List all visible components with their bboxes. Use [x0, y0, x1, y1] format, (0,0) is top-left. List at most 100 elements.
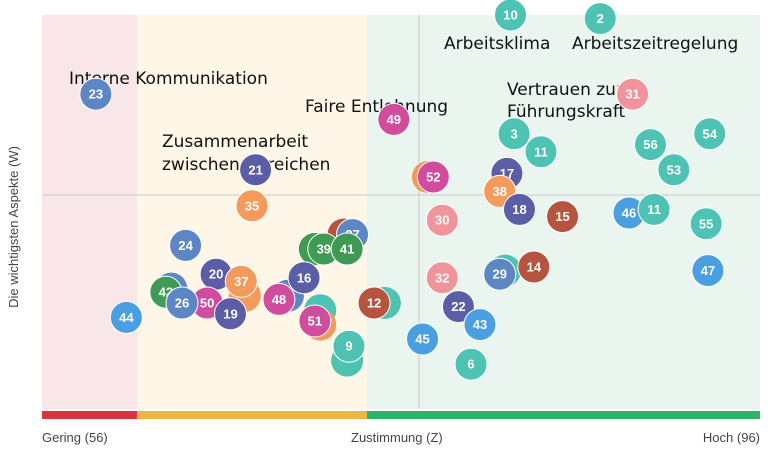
bubble-47	[691, 254, 725, 288]
data-point-16[interactable]: 16	[287, 261, 321, 295]
data-point-41[interactable]: 41	[330, 232, 364, 266]
data-point-37[interactable]: 37	[224, 264, 258, 298]
bubble-label-54: 54	[703, 126, 718, 141]
bubble-21	[239, 153, 273, 187]
data-point-22[interactable]: 22	[441, 290, 475, 324]
data-point-52[interactable]: 52	[416, 160, 450, 194]
bubble-label-22: 22	[451, 299, 465, 314]
data-point-53[interactable]: 53	[657, 153, 691, 187]
data-point-32[interactable]: 32	[425, 261, 459, 295]
bubble-label-11: 11	[647, 202, 661, 217]
data-point-10[interactable]: 10	[493, 0, 527, 32]
bubble-label-56: 56	[643, 137, 657, 152]
bubble-19	[213, 297, 247, 331]
bubble-41	[330, 232, 364, 266]
data-point-6[interactable]: 6	[454, 347, 488, 381]
data-point-9[interactable]: 9	[332, 329, 366, 363]
bubble-label-35: 35	[245, 198, 259, 213]
x-tick-label-low: Gering (56)	[42, 430, 108, 445]
zone-bar-1	[137, 411, 367, 419]
bubble-label-6: 6	[467, 357, 474, 372]
data-point-39[interactable]: 39	[307, 232, 341, 266]
bubble-51	[298, 304, 332, 338]
bubble-label-49: 49	[387, 112, 401, 127]
bubble-44	[109, 300, 143, 334]
annotation-arbeitsklima: Arbeitsklima	[444, 34, 550, 54]
data-point-11[interactable]: 11	[637, 192, 671, 226]
data-point-15[interactable]: 15	[546, 200, 580, 234]
bubble-label-48: 48	[272, 292, 286, 307]
bubble-label-11: 11	[534, 144, 548, 159]
bubble-label-51: 51	[308, 314, 322, 329]
bubble-53	[657, 153, 691, 187]
bubble-45	[406, 322, 440, 356]
data-point-49[interactable]: 49	[377, 102, 411, 136]
bubble-48	[262, 282, 296, 316]
bubble-3	[497, 117, 531, 151]
bubble-label-55: 55	[699, 216, 713, 231]
bubble-label-47: 47	[701, 263, 715, 278]
bubble-label-23: 23	[89, 87, 103, 102]
data-point-51[interactable]: 51	[298, 304, 332, 338]
bubble-2	[583, 2, 617, 36]
bubble-label-41: 41	[340, 242, 354, 257]
bubble-18	[502, 192, 536, 226]
data-point-2[interactable]: 2	[583, 2, 617, 36]
bubble-label-24: 24	[178, 238, 193, 253]
bubble-label-31: 31	[625, 87, 639, 102]
bubble-55	[689, 207, 723, 241]
data-point-3[interactable]: 3	[497, 117, 531, 151]
data-point-55[interactable]: 55	[689, 207, 723, 241]
bubble-24	[169, 228, 203, 262]
data-point-19[interactable]: 19	[213, 297, 247, 331]
zone-bar-0	[42, 411, 138, 419]
data-point-35[interactable]: 35	[235, 189, 269, 223]
data-point-23[interactable]: 23	[79, 77, 113, 111]
bubble-32	[425, 261, 459, 295]
bubble-52	[416, 160, 450, 194]
data-point-54[interactable]: 54	[693, 117, 727, 151]
bubble-label-37: 37	[234, 274, 248, 289]
bubble-label-30: 30	[435, 213, 449, 228]
bubble-29	[483, 257, 517, 291]
data-point-56[interactable]: 56	[634, 128, 668, 162]
bubble-43	[463, 308, 497, 342]
annotation-arbeitszeitregelung: Arbeitszeitregelung	[572, 34, 738, 54]
data-point-18[interactable]: 18	[502, 192, 536, 226]
y-axis-label: Die wichtigsten Aspekte (W)	[6, 146, 21, 308]
bubble-label-43: 43	[473, 317, 487, 332]
bubble-label-39: 39	[317, 242, 331, 257]
annotation-vertrauen: Vertrauen zur Führungskraft	[507, 80, 628, 122]
bubble-49	[377, 102, 411, 136]
data-point-45[interactable]: 45	[406, 322, 440, 356]
data-point-29[interactable]: 29	[483, 257, 517, 291]
bubble-label-10: 10	[503, 8, 517, 23]
bubble-label-45: 45	[415, 332, 429, 347]
data-point-24[interactable]: 24	[169, 228, 203, 262]
data-point-11[interactable]: 11	[524, 135, 558, 169]
bubble-label-26: 26	[175, 296, 189, 311]
data-point-21[interactable]: 21	[239, 153, 273, 187]
data-point-26[interactable]: 26	[165, 286, 199, 320]
bubble-30	[425, 203, 459, 237]
bubble-label-12: 12	[367, 296, 381, 311]
data-point-12[interactable]: 12	[357, 286, 391, 320]
data-point-43[interactable]: 43	[463, 308, 497, 342]
data-point-31[interactable]: 31	[616, 77, 650, 111]
data-point-14[interactable]: 14	[517, 250, 551, 284]
bubble-22	[441, 290, 475, 324]
bubble-35	[235, 189, 269, 223]
bubble-6	[454, 347, 488, 381]
data-point-48[interactable]: 48	[262, 282, 296, 316]
bubble-11	[637, 192, 671, 226]
bubble-label-46: 46	[622, 206, 636, 221]
bubble-label-9: 9	[345, 339, 352, 354]
bubble-10	[493, 0, 527, 32]
data-point-44[interactable]: 44	[109, 300, 143, 334]
zone-color-bar	[42, 411, 760, 419]
bubble-label-2: 2	[597, 11, 604, 26]
data-point-30[interactable]: 30	[425, 203, 459, 237]
data-point-47[interactable]: 47	[691, 254, 725, 288]
bubble-11	[524, 135, 558, 169]
